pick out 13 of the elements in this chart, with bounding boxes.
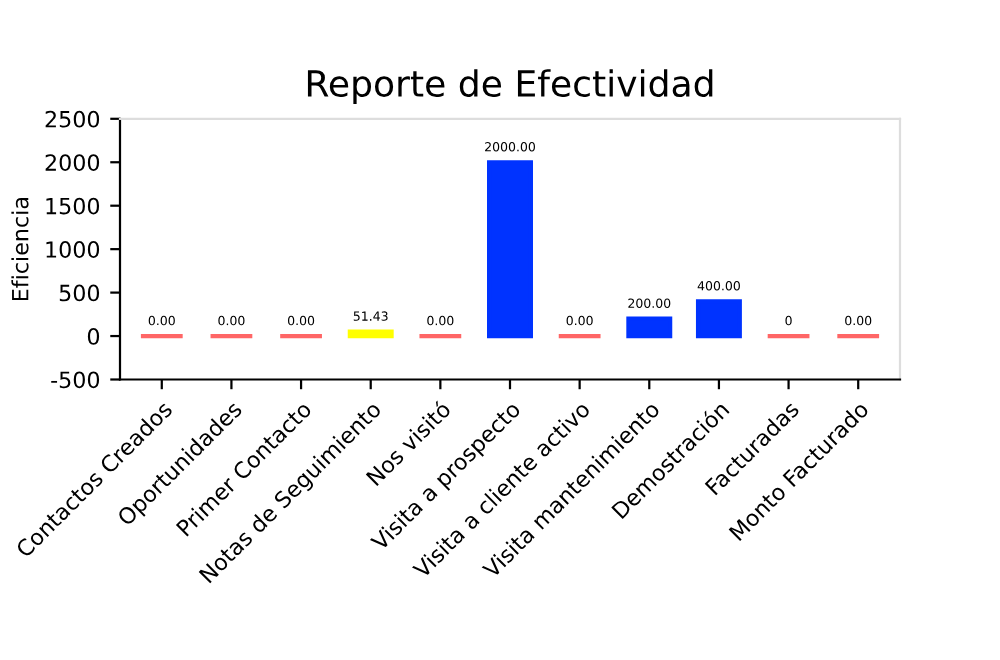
y-tick-label: 0 (87, 328, 100, 345)
y-tick-label: 500 (59, 284, 100, 302)
chart-title: Reporte de Efectividad (307, 69, 713, 105)
y-axis-title: Eficiencia (11, 198, 29, 301)
y-tick-label: 1500 (46, 197, 100, 215)
bar (487, 160, 533, 339)
bar (626, 316, 673, 339)
y-tick-label: 2000 (45, 154, 100, 172)
bar (695, 299, 742, 339)
bar (347, 329, 394, 339)
y-tick-label: 1000 (46, 241, 100, 258)
y-tick-label: 2500 (45, 110, 100, 128)
y-tick-label: -500 (51, 371, 100, 389)
